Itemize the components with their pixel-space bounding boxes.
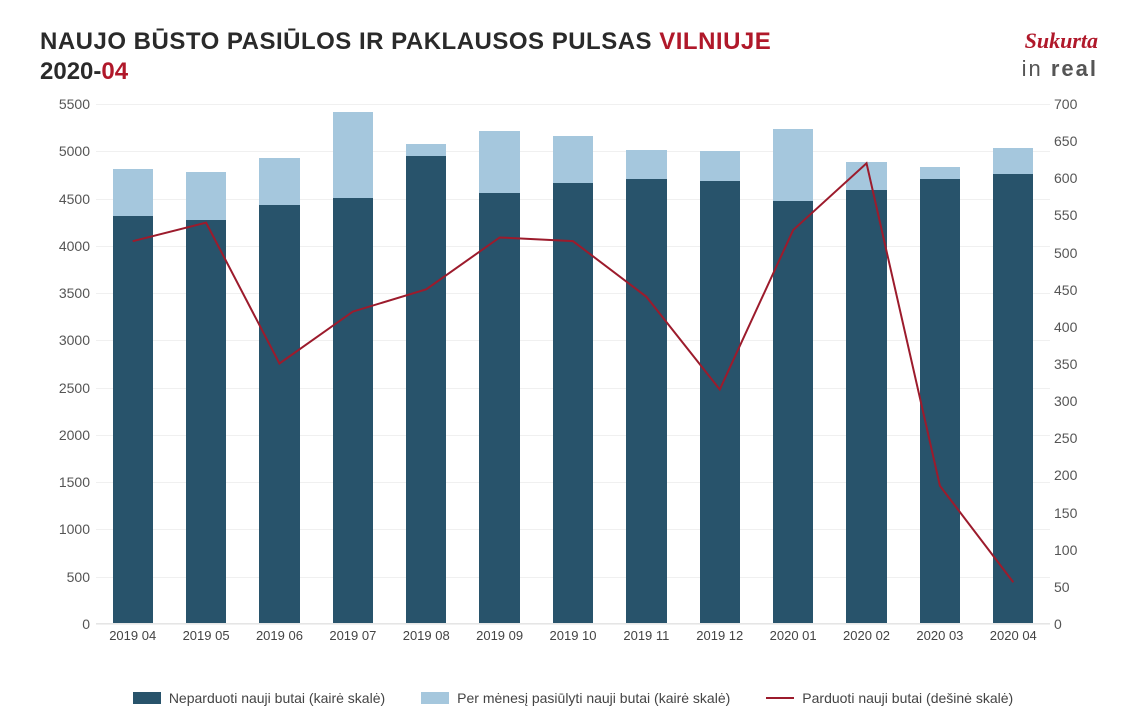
chart: 0 500 1000 1500 2000 2500 3000 3500 4000 4500 5000… [40, 104, 1098, 664]
gridline [96, 624, 1050, 625]
line-layer [96, 104, 1050, 623]
y-left-tick: 0 [40, 616, 90, 632]
title-line-2: 2020-04 [40, 58, 771, 86]
y-right-tick: 700 [1054, 96, 1104, 112]
y-right-tick: 50 [1054, 579, 1104, 595]
legend-label: Neparduoti nauji butai (kairė skalė) [169, 690, 385, 706]
x-axis-labels: 2019 04 2019 05 2019 06 2019 07 2019 08 2019 … [96, 628, 1050, 648]
title-highlight: VILNIUJE [659, 28, 771, 55]
x-label: 2019 09 [476, 628, 523, 643]
x-label: 2019 04 [109, 628, 156, 643]
x-label: 2020 04 [990, 628, 1037, 643]
y-right-tick: 500 [1054, 245, 1104, 261]
y-right-tick: 650 [1054, 133, 1104, 149]
y-right-tick: 0 [1054, 616, 1104, 632]
y-left-tick: 5500 [40, 96, 90, 112]
y-left-tick: 1000 [40, 521, 90, 537]
sold-line [133, 163, 1014, 582]
x-label: 2020 01 [770, 628, 817, 643]
title-line-1: NAUJO BŪSTO PASIŪLOS IR PAKLAUSOS PULSAS… [40, 28, 771, 56]
y-right-tick: 550 [1054, 207, 1104, 223]
y-right-tick: 300 [1054, 393, 1104, 409]
y-left-tick: 2000 [40, 427, 90, 443]
legend-item: Parduoti nauji butai (dešinė skalė) [766, 690, 1013, 706]
legend-label: Parduoti nauji butai (dešinė skalė) [802, 690, 1013, 706]
y-left-tick: 2500 [40, 380, 90, 396]
x-label: 2020 03 [916, 628, 963, 643]
y-left-tick: 4500 [40, 191, 90, 207]
y-left-tick: 5000 [40, 143, 90, 159]
title-block: NAUJO BŪSTO PASIŪLOS IR PAKLAUSOS PULSAS… [40, 28, 771, 86]
legend-item: Per mėnesį pasiūlyti nauji butai (kairė … [421, 690, 730, 706]
legend-swatch-icon [421, 692, 449, 704]
y-right-tick: 150 [1054, 505, 1104, 521]
x-label: 2019 06 [256, 628, 303, 643]
logo-in: in [1022, 56, 1051, 81]
y-right-tick: 400 [1054, 319, 1104, 335]
title-year: 2020 [40, 58, 93, 85]
logo-real: real [1051, 56, 1098, 81]
x-label: 2019 11 [623, 628, 669, 643]
x-label: 2019 05 [183, 628, 230, 643]
x-label: 2019 10 [550, 628, 597, 643]
y-right-tick: 100 [1054, 542, 1104, 558]
y-right-tick: 200 [1054, 467, 1104, 483]
y-left-tick: 4000 [40, 238, 90, 254]
y-axis-left: 0500100015002000250030003500400045005000… [40, 104, 90, 624]
legend-item: Neparduoti nauji butai (kairė skalė) [133, 690, 385, 706]
legend-line-icon [766, 697, 794, 699]
y-left-tick: 500 [40, 569, 90, 585]
plot-area [96, 104, 1050, 624]
y-right-tick: 250 [1054, 430, 1104, 446]
legend: Neparduoti nauji butai (kairė skalė) Per … [56, 690, 1090, 706]
y-left-tick: 3500 [40, 285, 90, 301]
legend-swatch-icon [133, 692, 161, 704]
x-label: 2019 07 [329, 628, 376, 643]
header: NAUJO BŪSTO PASIŪLOS IR PAKLAUSOS PULSAS… [40, 28, 1098, 86]
y-right-tick: 450 [1054, 282, 1104, 298]
y-right-tick: 600 [1054, 170, 1104, 186]
title-month-highlight: 04 [101, 58, 128, 85]
x-label: 2020 02 [843, 628, 890, 643]
y-left-tick: 3000 [40, 332, 90, 348]
logo-sukurta: Sukurta [1022, 28, 1098, 54]
y-axis-right: 0501001502002503003504004505005506006507… [1048, 104, 1098, 624]
y-left-tick: 1500 [40, 474, 90, 490]
x-label: 2019 12 [696, 628, 743, 643]
legend-label: Per mėnesį pasiūlyti nauji butai (kairė … [457, 690, 730, 706]
logo-block: Sukurta in real [1022, 28, 1098, 82]
x-label: 2019 08 [403, 628, 450, 643]
y-right-tick: 350 [1054, 356, 1104, 372]
title-prefix: NAUJO BŪSTO PASIŪLOS IR PAKLAUSOS PULSAS [40, 28, 659, 55]
logo-inreal: in real [1022, 56, 1098, 82]
